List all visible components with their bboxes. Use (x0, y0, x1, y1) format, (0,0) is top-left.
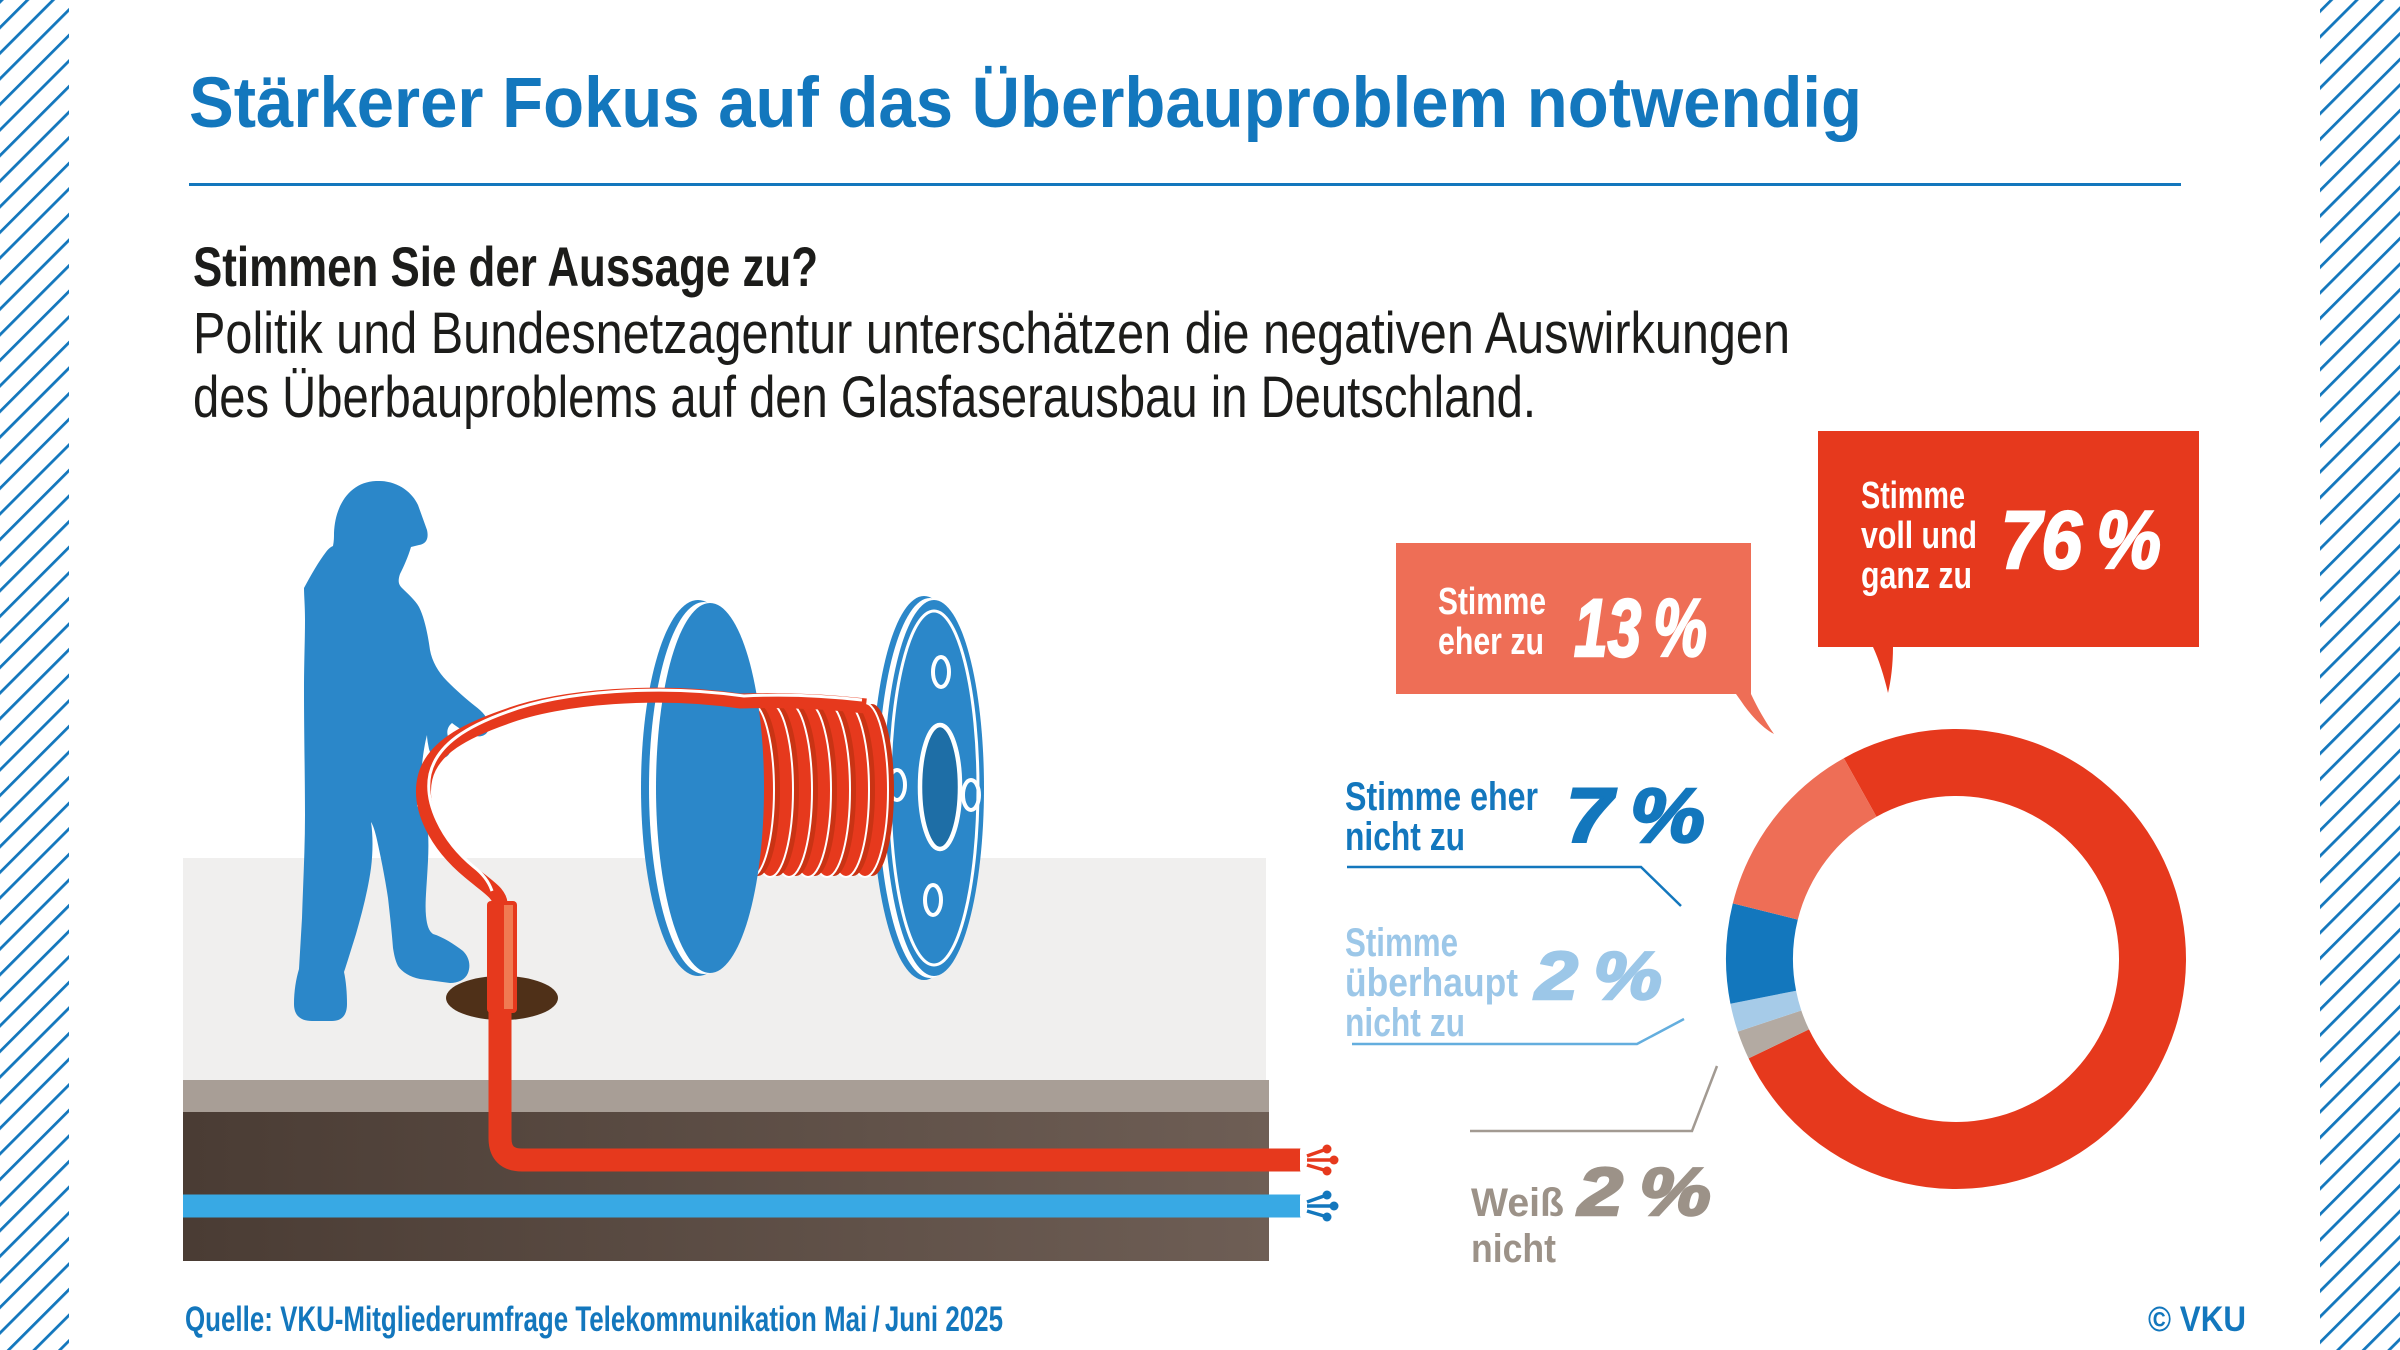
svg-text:eher zu: eher zu (1438, 621, 1544, 663)
svg-text:76 %: 76 % (2001, 495, 2161, 586)
svg-text:überhaupt: überhaupt (1345, 961, 1518, 1005)
svg-text:nicht zu: nicht zu (1345, 815, 1465, 859)
svg-text:7 %: 7 % (1566, 773, 1705, 859)
svg-text:2 %: 2 % (1533, 938, 1662, 1014)
svg-text:Stimmen Sie der Aussage zu?: Stimmen Sie der Aussage zu? (193, 235, 818, 298)
svg-text:Politik und Bundesnetzagentur: Politik und Bundesnetzagentur unterschät… (193, 301, 1790, 366)
svg-text:2 %: 2 % (1576, 1154, 1711, 1230)
svg-text:Stärkerer Fokus auf das Überba: Stärkerer Fokus auf das Überbauproblem n… (189, 64, 1862, 143)
svg-text:nicht zu: nicht zu (1345, 1001, 1465, 1045)
svg-text:Stimme: Stimme (1345, 921, 1458, 965)
svg-text:voll und: voll und (1861, 515, 1977, 557)
svg-text:Stimme: Stimme (1861, 475, 1965, 517)
svg-text:ganz zu: ganz zu (1861, 555, 1972, 597)
svg-text:Stimme: Stimme (1438, 581, 1546, 623)
svg-text:nicht: nicht (1471, 1227, 1556, 1271)
svg-text:Weiß: Weiß (1471, 1181, 1564, 1225)
svg-text:Quelle: VKU-Mitgliederumfrage: Quelle: VKU-Mitgliederumfrage Telekommun… (185, 1300, 1003, 1339)
svg-text:© VKU: © VKU (2148, 1300, 2246, 1339)
svg-text:13 %: 13 % (1574, 583, 1707, 674)
svg-text:des Überbauproblems auf den Gl: des Überbauproblems auf den Glasfaseraus… (193, 365, 1536, 430)
svg-text:Stimme eher: Stimme eher (1345, 775, 1538, 819)
